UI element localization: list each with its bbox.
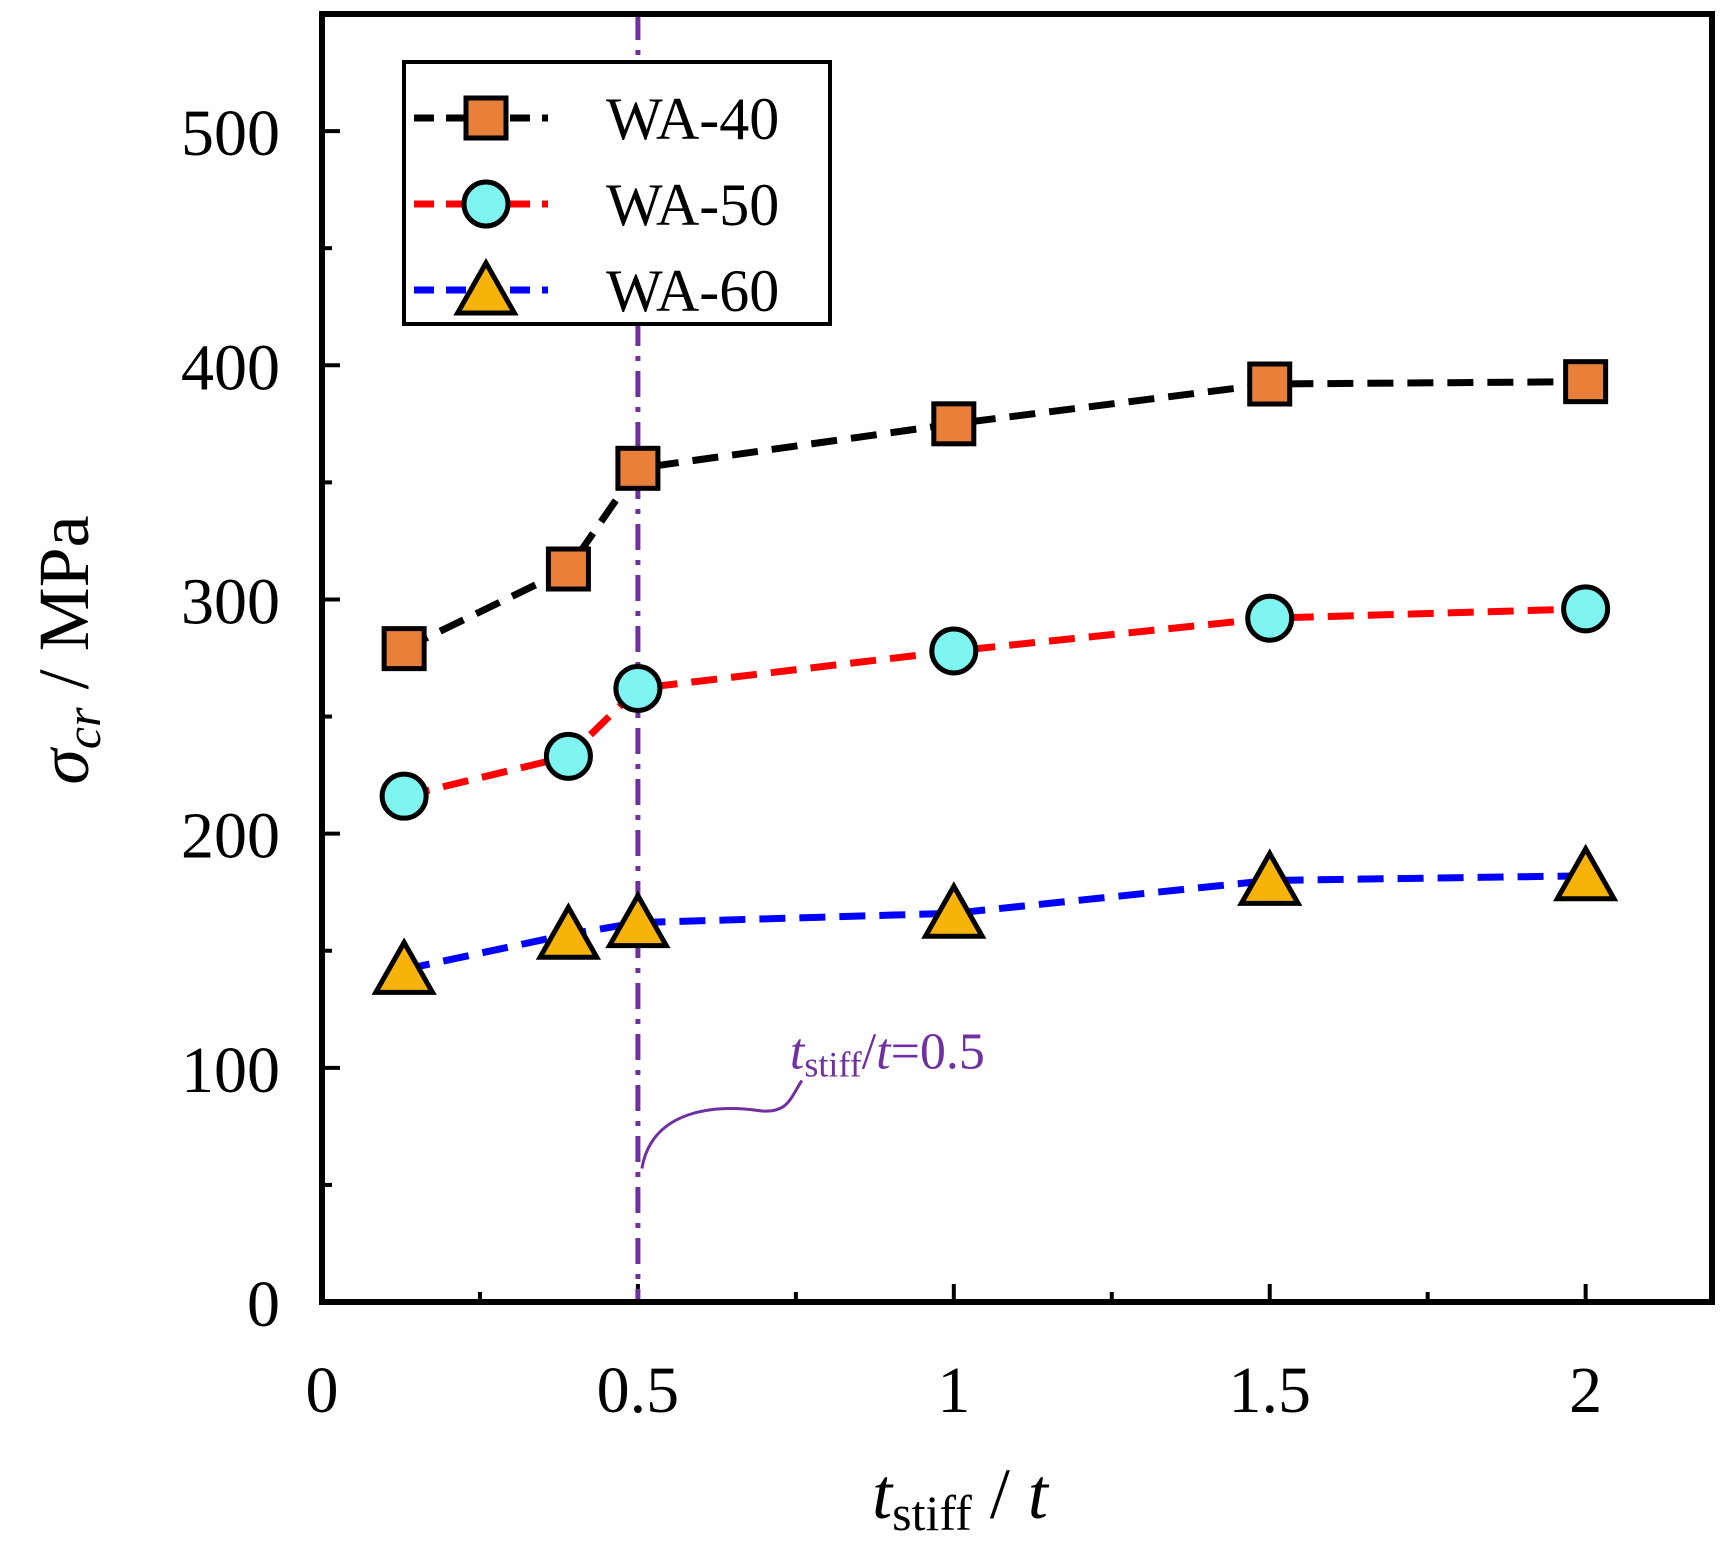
data-point <box>1247 361 1293 407</box>
y-tick-label: 300 <box>181 565 280 638</box>
series-line <box>403 872 1586 973</box>
legend-item: WA-50 <box>414 172 779 238</box>
data-point <box>931 401 977 447</box>
x-axis-ticks: 0 0.5 1 1.5 2 <box>306 1284 1602 1427</box>
x-axis-title: tstiff / t <box>872 1454 1050 1541</box>
data-point <box>1563 359 1609 405</box>
series-WA-60 <box>371 843 1619 995</box>
series-group <box>371 359 1619 995</box>
legend-item: WA-60 <box>414 257 779 324</box>
y-axis-title: σcr / MPa <box>24 515 111 784</box>
data-point <box>535 902 602 960</box>
series-line <box>402 378 1586 652</box>
x-tick-label: 2 <box>1569 1354 1602 1427</box>
legend-label: WA-60 <box>606 258 779 324</box>
legend-label: WA-40 <box>606 86 779 152</box>
legend-marker <box>453 257 519 316</box>
series-WA-40 <box>381 359 1609 672</box>
y-tick-label: 500 <box>181 97 280 170</box>
data-point <box>371 937 437 995</box>
plot-frame <box>319 11 1715 1305</box>
x-tick-label: 1.5 <box>1228 1354 1311 1427</box>
legend: WA-40 WA-50 WA-60 <box>402 60 832 326</box>
data-point <box>1552 843 1619 902</box>
data-point <box>381 626 427 672</box>
annotation-leader <box>640 1079 804 1169</box>
data-point <box>605 890 671 949</box>
legend-label: WA-50 <box>606 172 779 238</box>
data-point <box>379 771 429 821</box>
legend-marker <box>461 179 511 229</box>
series-WA-50 <box>379 584 1611 821</box>
annotation-text: tstiff/t=0.5 <box>790 1024 985 1085</box>
y-tick-label: 100 <box>181 1034 280 1107</box>
reference-annotation: tstiff/t=0.5 <box>640 1024 985 1169</box>
x-tick-label: 1 <box>937 1354 970 1427</box>
y-tick-label: 200 <box>181 800 280 873</box>
data-point <box>615 445 661 491</box>
y-axis-ticks: 0 100 200 300 400 500 <box>181 97 340 1341</box>
data-point <box>545 546 591 592</box>
data-point <box>921 881 987 939</box>
x-tick-label: 0 <box>306 1354 339 1427</box>
legend-marker <box>463 95 509 141</box>
y-tick-label: 400 <box>181 331 280 404</box>
data-point <box>613 663 663 713</box>
x-tick-label: 0.5 <box>597 1354 680 1427</box>
data-point <box>1561 584 1611 634</box>
legend-item: WA-40 <box>414 86 779 152</box>
data-point <box>1237 848 1303 906</box>
data-point <box>929 626 979 676</box>
data-point <box>543 731 593 781</box>
data-point <box>1245 593 1295 643</box>
y-tick-label: 0 <box>247 1268 280 1341</box>
series-line <box>403 605 1586 800</box>
